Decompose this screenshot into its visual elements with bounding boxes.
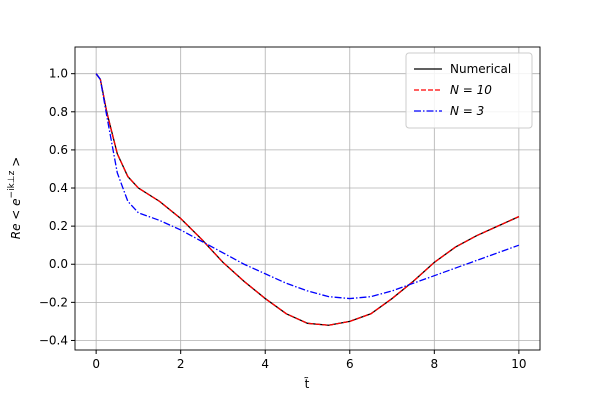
y-tick-label: 0.2 (49, 219, 68, 233)
x-tick-label: 0 (92, 357, 100, 371)
y-tick-label: −0.2 (39, 295, 68, 309)
series-line (95, 73, 520, 300)
x-tick-label: 2 (177, 357, 185, 371)
legend-box (405, 52, 533, 129)
y-tick-label: 0.4 (49, 181, 68, 195)
y-axis-label: Re < e−ik⊥z > (7, 157, 23, 240)
x-tick-label: 4 (261, 357, 269, 371)
x-tick-label: 6 (346, 357, 354, 371)
y-tick-label: 0.8 (49, 105, 68, 119)
legend-label: N = 3 (450, 104, 484, 118)
series-line (95, 73, 520, 326)
x-tick-label: 8 (430, 357, 438, 371)
y-tick-label: 0.0 (49, 257, 68, 271)
y-tick-label: 1.0 (49, 67, 68, 81)
y-tick-label: 0.6 (49, 143, 68, 157)
x-axis-label: t̃ (304, 377, 309, 391)
x-tick-label: 10 (511, 357, 526, 371)
y-tick-label: −0.4 (39, 333, 68, 347)
y-label-end: > (9, 157, 23, 171)
legend-label: N = 10 (450, 83, 492, 97)
y-label-sup: −ik⊥z (7, 170, 17, 198)
y-label-base: Re < e (9, 198, 23, 239)
legend-label: Numerical (450, 62, 511, 76)
legend: Numerical N = 10 N = 3 (405, 52, 533, 129)
plot-frame (74, 46, 541, 351)
